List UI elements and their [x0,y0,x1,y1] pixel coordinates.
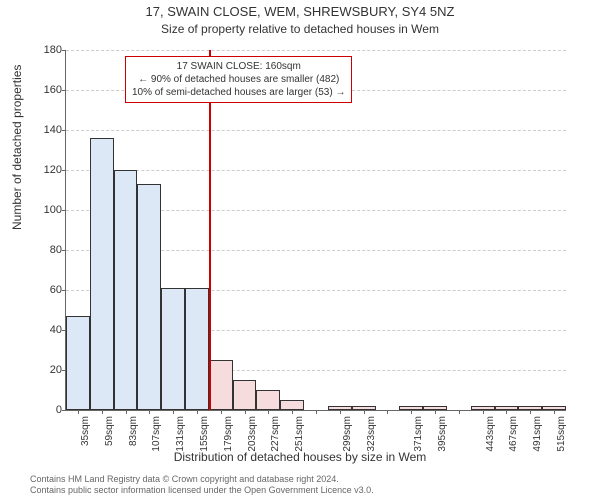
xtick-label: 299sqm [342,416,353,466]
chart-container: 17, SWAIN CLOSE, WEM, SHREWSBURY, SY4 5N… [0,0,600,500]
ytick-label: 80 [34,244,62,256]
xtick-mark [459,410,460,414]
xtick-mark [149,410,150,414]
histogram-bar [209,360,233,410]
xtick-label: 323sqm [366,416,377,466]
xtick-mark [78,410,79,414]
xtick-mark [411,410,412,414]
gridline [66,130,566,131]
ytick-mark [62,50,66,51]
xtick-label: 227sqm [270,416,281,466]
ytick-label: 20 [34,364,62,376]
xtick-label: 179sqm [223,416,234,466]
xtick-label: 491sqm [532,416,543,466]
histogram-bar [137,184,161,410]
xtick-label: 35sqm [80,416,91,466]
threshold-line [209,50,211,410]
xtick-mark [340,410,341,414]
ytick-mark [62,410,66,411]
xtick-mark [268,410,269,414]
caption-line1: Contains HM Land Registry data © Crown c… [30,474,374,485]
xtick-mark [530,410,531,414]
xtick-mark [506,410,507,414]
histogram-bar [161,288,185,410]
gridline [66,50,566,51]
xtick-mark [387,410,388,414]
ytick-mark [62,130,66,131]
ytick-mark [62,250,66,251]
xtick-mark [221,410,222,414]
xtick-label: 467sqm [508,416,519,466]
histogram-bar [233,380,257,410]
plot-area [65,50,566,411]
ytick-label: 40 [34,324,62,336]
ytick-label: 60 [34,284,62,296]
histogram-bar [185,288,209,410]
ytick-label: 180 [34,44,62,56]
histogram-bar [66,316,90,410]
xtick-label: 395sqm [437,416,448,466]
xtick-label: 203sqm [247,416,258,466]
chart-title-line1: 17, SWAIN CLOSE, WEM, SHREWSBURY, SY4 5N… [0,4,600,19]
ytick-label: 100 [34,204,62,216]
xtick-mark [245,410,246,414]
gridline [66,170,566,171]
xtick-mark [102,410,103,414]
histogram-bar [256,390,280,410]
histogram-bar [280,400,304,410]
xtick-mark [364,410,365,414]
xtick-label: 107sqm [151,416,162,466]
xtick-mark [126,410,127,414]
annotation-line1: 17 SWAIN CLOSE: 160sqm [132,60,345,73]
annotation-box: 17 SWAIN CLOSE: 160sqm ← 90% of detached… [125,56,352,103]
ytick-label: 120 [34,164,62,176]
caption: Contains HM Land Registry data © Crown c… [30,474,374,496]
xtick-mark [483,410,484,414]
xtick-label: 155sqm [199,416,210,466]
annotation-line3: 10% of semi-detached houses are larger (… [132,86,345,99]
xtick-label: 443sqm [485,416,496,466]
ytick-mark [62,90,66,91]
ytick-label: 0 [34,404,62,416]
xtick-mark [435,410,436,414]
xtick-label: 251sqm [294,416,305,466]
annotation-line2: ← 90% of detached houses are smaller (48… [132,73,345,86]
histogram-bar [90,138,114,410]
xtick-label: 515sqm [556,416,567,466]
xtick-mark [173,410,174,414]
histogram-bar [114,170,138,410]
ytick-mark [62,290,66,291]
chart-title-line2: Size of property relative to detached ho… [0,22,600,36]
xtick-mark [554,410,555,414]
caption-line2: Contains public sector information licen… [30,485,374,496]
xtick-label: 371sqm [413,416,424,466]
xtick-label: 131sqm [175,416,186,466]
ytick-mark [62,170,66,171]
xtick-mark [197,410,198,414]
ytick-label: 140 [34,124,62,136]
xtick-label: 59sqm [104,416,115,466]
xtick-mark [292,410,293,414]
xtick-label: 83sqm [128,416,139,466]
ytick-mark [62,210,66,211]
y-axis-label: Number of detached properties [10,65,24,230]
ytick-label: 160 [34,84,62,96]
xtick-mark [316,410,317,414]
